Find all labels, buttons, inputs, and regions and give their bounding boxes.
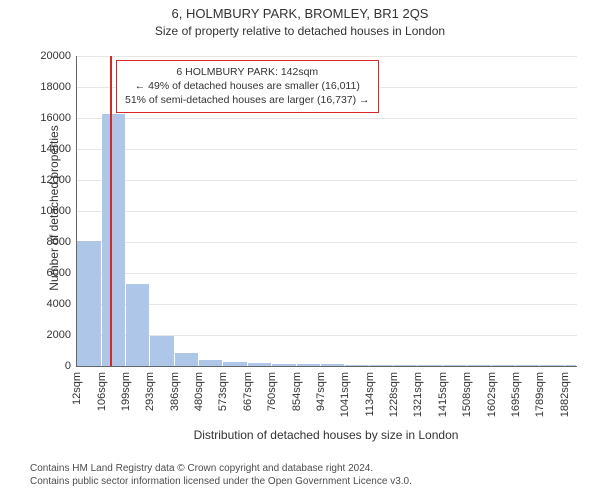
gridline [77,180,577,181]
x-tick-label: 293sqm [144,366,156,411]
gridline [77,118,577,119]
chart-title: 6, HOLMBURY PARK, BROMLEY, BR1 2QS [0,6,600,21]
gridline [77,211,577,212]
x-tick-label: 480sqm [193,366,205,411]
x-tick-label: 1789sqm [534,366,546,417]
histogram-bar [102,114,125,366]
x-axis-label: Distribution of detached houses by size … [76,428,576,442]
y-axis-label: Number of detached properties [47,108,61,308]
attribution-line1: Contains HM Land Registry data © Crown c… [30,462,412,475]
chart-subtitle: Size of property relative to detached ho… [0,24,600,38]
x-tick-label: 106sqm [96,366,108,411]
x-tick-label: 1415sqm [437,366,449,417]
gridline [77,304,577,305]
callout-line1: 6 HOLMBURY PARK: 142sqm [125,65,370,79]
x-tick-label: 1321sqm [412,366,424,417]
histogram-bar [150,336,173,366]
x-tick-label: 199sqm [120,366,132,411]
gridline [77,56,577,57]
x-tick-label: 1695sqm [510,366,522,417]
callout-line2: ← 49% of detached houses are smaller (16… [125,79,370,93]
x-tick-label: 1882sqm [559,366,571,417]
marker-line [110,56,112,366]
x-tick-label: 573sqm [217,366,229,411]
x-tick-label: 386sqm [169,366,181,411]
x-tick-label: 12sqm [71,366,83,405]
callout-box: 6 HOLMBURY PARK: 142sqm ← 49% of detache… [116,60,379,113]
callout-line3: 51% of semi-detached houses are larger (… [125,93,370,107]
attribution-line2: Contains public sector information licen… [30,475,412,488]
x-tick-label: 1508sqm [461,366,473,417]
chart-container: 6, HOLMBURY PARK, BROMLEY, BR1 2QS Size … [0,0,600,500]
histogram-bar [126,284,150,366]
x-tick-label: 1602sqm [486,366,498,417]
x-tick-label: 667sqm [242,366,254,411]
x-tick-label: 760sqm [266,366,278,411]
histogram-bar [77,241,101,366]
gridline [77,242,577,243]
attribution: Contains HM Land Registry data © Crown c… [30,462,412,488]
gridline [77,149,577,150]
x-tick-label: 854sqm [291,366,303,411]
histogram-bar [175,353,199,366]
y-tick-label: 20000 [40,50,77,62]
y-tick-label: 2000 [47,329,77,341]
gridline [77,273,577,274]
x-tick-label: 1134sqm [364,366,376,416]
x-tick-label: 1228sqm [388,366,400,417]
y-tick-label: 18000 [40,81,77,93]
x-tick-label: 1041sqm [339,366,351,417]
x-tick-label: 947sqm [315,366,327,411]
